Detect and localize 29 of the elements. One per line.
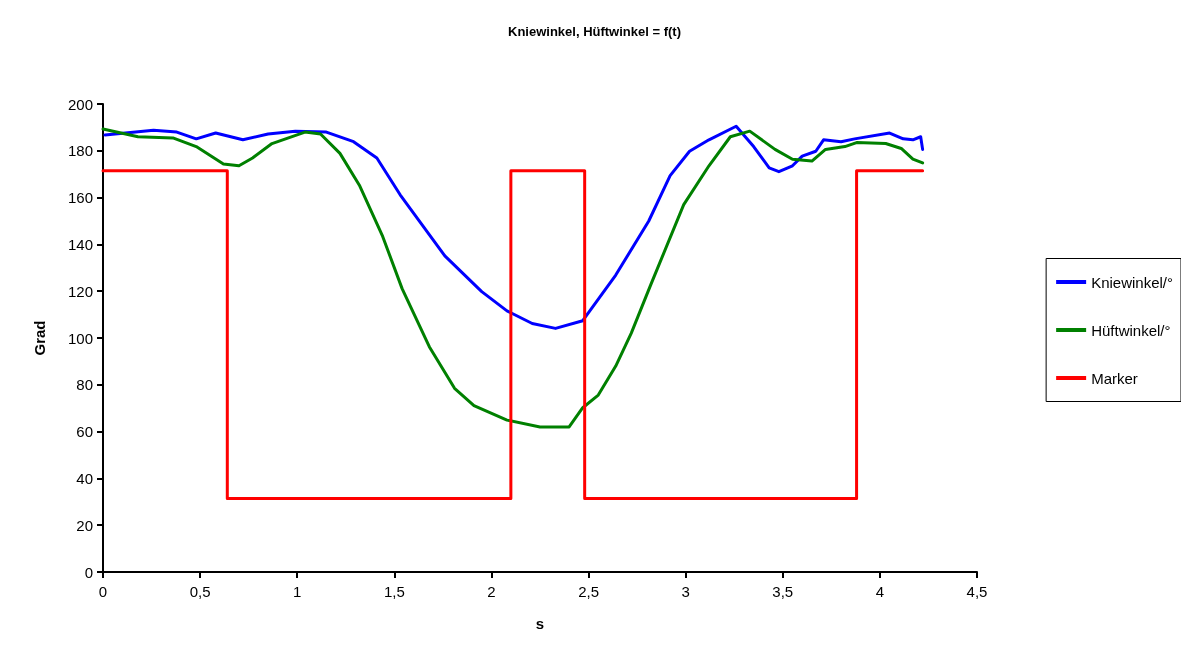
legend-label: Kniewinkel/° <box>1091 273 1173 291</box>
line-series <box>101 127 925 429</box>
x-tick-label: 2,5 <box>578 583 599 600</box>
chart-title: Kniewinkel, Hüftwinkel = f(t) <box>508 24 681 39</box>
x-tick-label: 3 <box>681 583 690 600</box>
x-tick-label: 1,5 <box>383 583 405 600</box>
legend-label: Hüftwinkel/° <box>1091 321 1171 339</box>
x-tick-label: 0,5 <box>189 583 211 600</box>
y-tick-label: 140 <box>67 235 93 253</box>
y-tick-label: 100 <box>67 329 93 347</box>
x-tick-label: 3,5 <box>772 583 794 600</box>
legend-label: Marker <box>1091 369 1138 387</box>
y-tick-label: 0 <box>84 563 93 581</box>
y-axis-title: Grad <box>31 320 48 356</box>
y-tick-label: 180 <box>67 142 93 160</box>
y-tick-label: 40 <box>76 469 93 487</box>
x-tick-label: 0 <box>98 583 108 600</box>
x-tick-label: 4,5 <box>966 583 988 600</box>
x-tick-label: 2 <box>487 583 496 600</box>
line-series <box>103 124 925 330</box>
y-tick-label: 120 <box>67 282 93 300</box>
y-tick-label: 80 <box>76 376 93 394</box>
x-tick-label: 4 <box>875 583 885 600</box>
x-tick-label: 1 <box>293 583 302 600</box>
y-tick-label: 160 <box>67 189 93 207</box>
y-tick-label: 60 <box>76 423 93 441</box>
x-axis-title: s <box>535 615 545 632</box>
y-tick-label: 20 <box>76 516 93 534</box>
y-tick-label: 200 <box>67 95 93 113</box>
